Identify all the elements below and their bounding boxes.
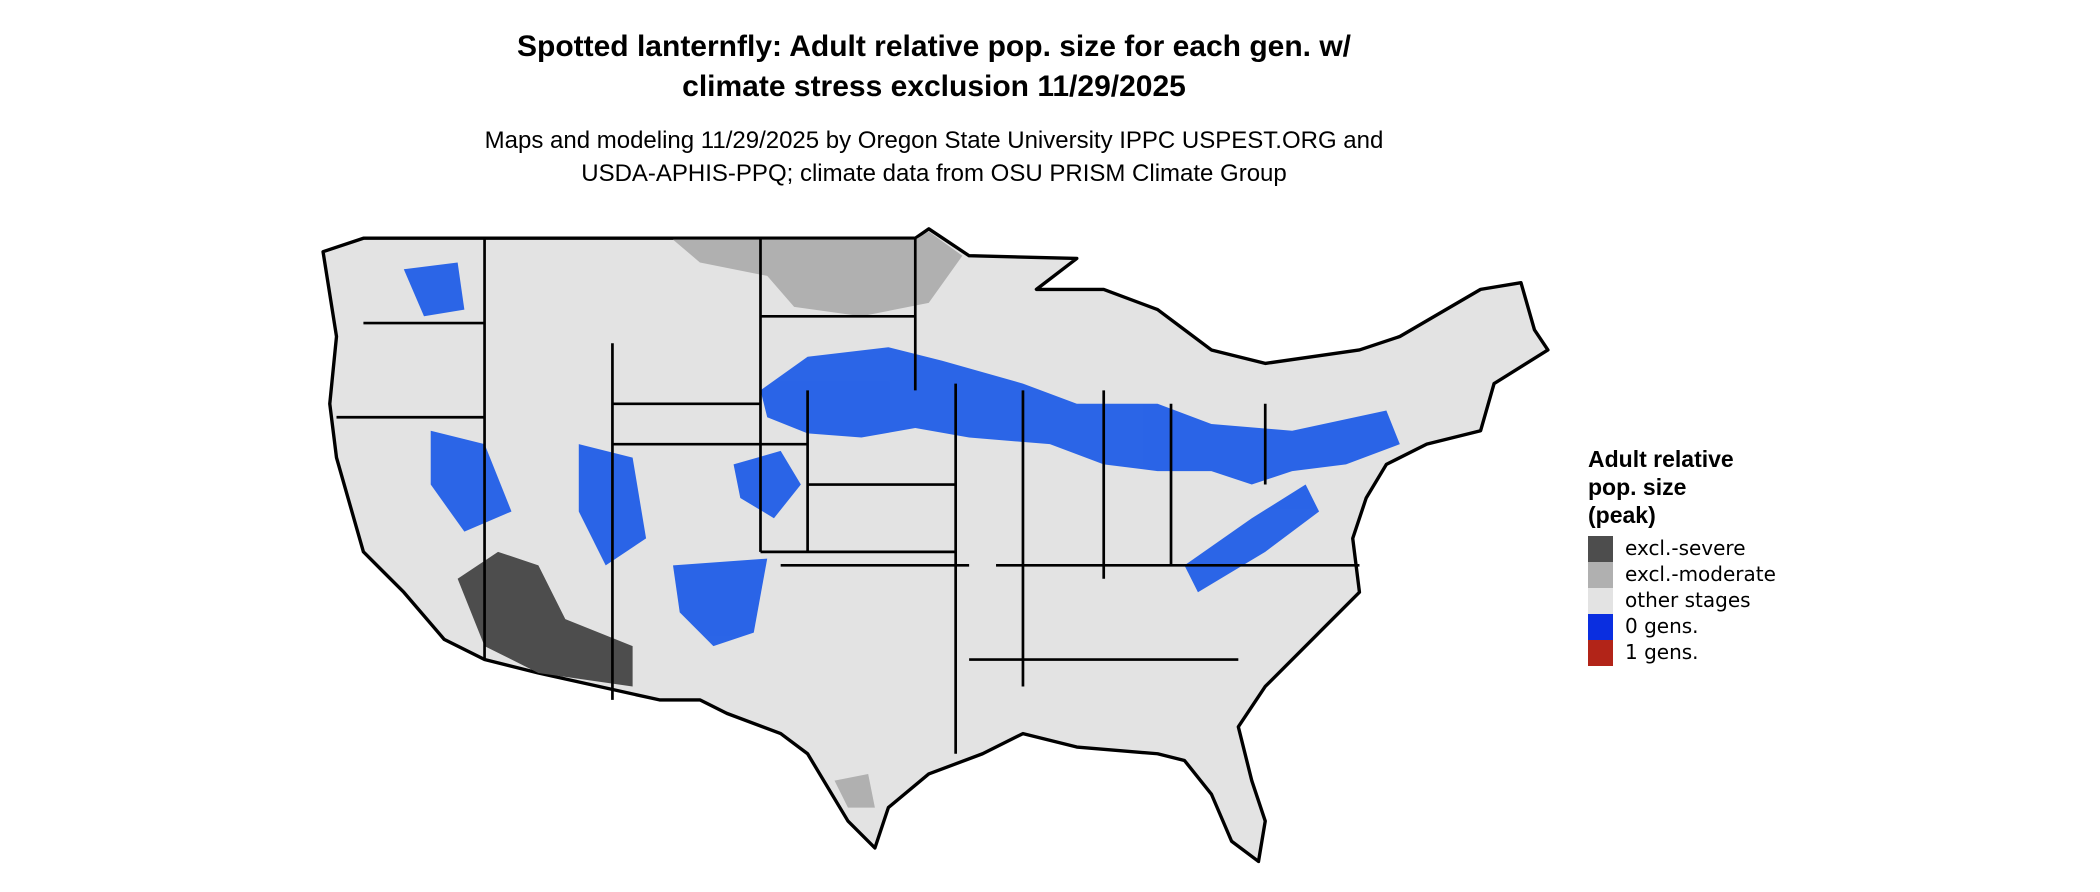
- legend-label: excl.-severe: [1625, 536, 1746, 560]
- legend-label: other stages: [1625, 588, 1751, 612]
- legend-label: 1 gens.: [1625, 640, 1699, 664]
- legend-swatch: [1588, 536, 1613, 562]
- subtitle-line: Maps and modeling 11/29/2025 by Oregon S…: [485, 127, 1384, 154]
- legend-title-line: Adult relative: [1588, 446, 1734, 472]
- excl-moderate-area: [673, 231, 963, 317]
- title-line: Spotted lanternfly: Adult relative pop. …: [517, 30, 1352, 63]
- state-borders: [336, 238, 1360, 754]
- excl-severe-area: [457, 551, 633, 687]
- legend-swatch: [1588, 588, 1613, 614]
- legend-label: 0 gens.: [1625, 614, 1699, 638]
- us-outline: [321, 227, 1550, 864]
- legend-label: excl.-moderate: [1625, 562, 1776, 586]
- legend-swatch: [1588, 640, 1613, 666]
- subtitle-line: USDA-APHIS-PPQ; climate data from OSU PR…: [581, 160, 1287, 187]
- legend-title-line: pop. size: [1588, 474, 1686, 500]
- legend-swatch: [1588, 562, 1613, 588]
- legend-swatch: [1588, 614, 1613, 640]
- legend-title-line: (peak): [1588, 502, 1656, 528]
- us-map: [321, 227, 1550, 864]
- titles: Spotted lanternfly: Adult relative pop. …: [485, 30, 1384, 187]
- excl-moderate-area: [834, 773, 875, 808]
- title-line: climate stress exclusion 11/29/2025: [682, 70, 1186, 103]
